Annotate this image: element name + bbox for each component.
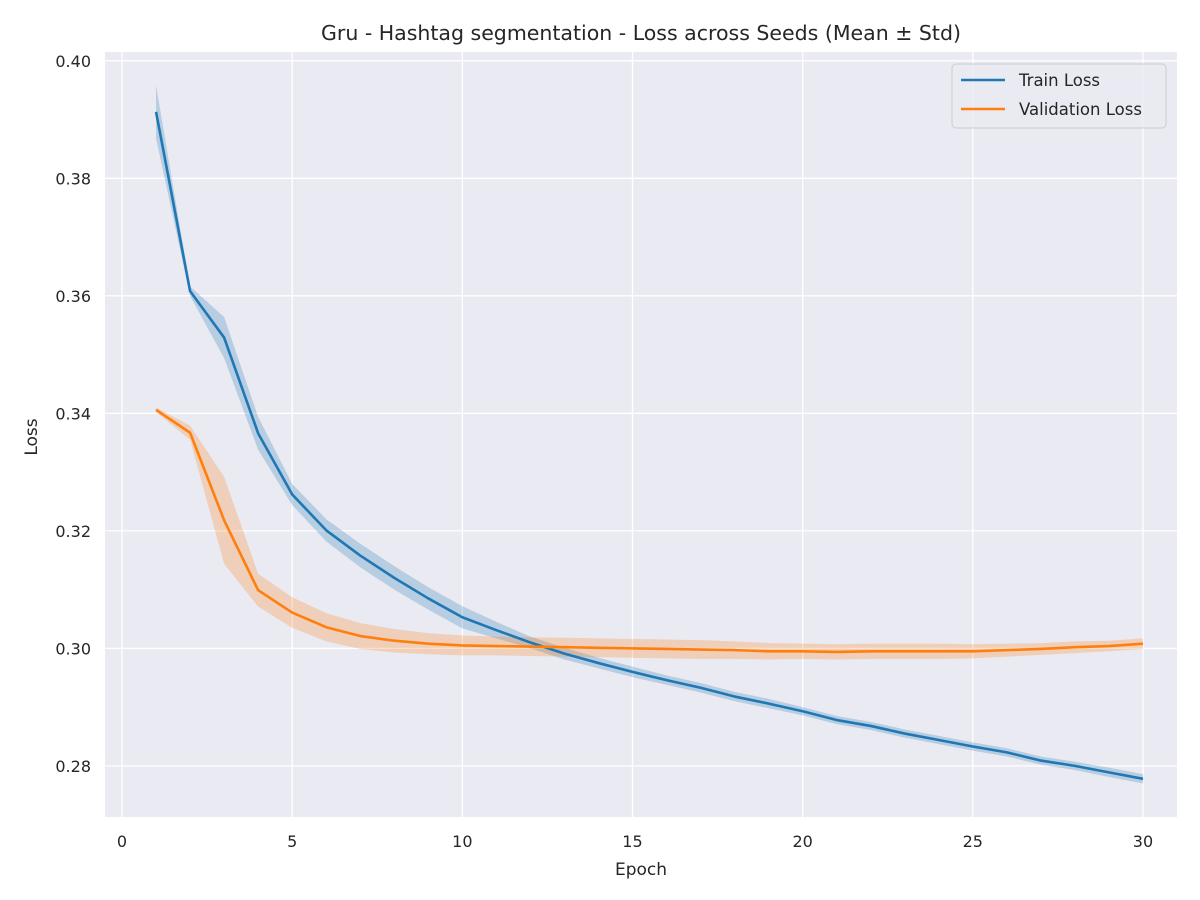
y-tick-label: 0.36	[55, 287, 91, 306]
plot-background	[105, 52, 1177, 817]
legend-frame	[951, 63, 1167, 129]
x-tick-label: 20	[792, 832, 812, 851]
x-tick-label: 15	[622, 832, 642, 851]
y-tick-label: 0.40	[55, 52, 91, 71]
y-tick-label: 0.32	[55, 522, 91, 541]
x-tick-label: 30	[1133, 832, 1153, 851]
x-tick-labels: 0 5 10 15 20 25 30	[117, 832, 1153, 851]
y-tick-label: 0.28	[55, 757, 91, 776]
y-gridlines	[105, 60, 1177, 767]
y-axis-label: Loss	[22, 418, 42, 455]
chart-title: Gru - Hashtag segmentation - Loss across…	[321, 21, 961, 45]
y-tick-labels: 0.28 0.30 0.32 0.34 0.36 0.38 0.40	[55, 52, 91, 776]
x-tick-label: 10	[452, 832, 472, 851]
legend-label-validation: Validation Loss	[1019, 100, 1142, 119]
legend-label-train: Train Loss	[1018, 71, 1100, 90]
y-tick-label: 0.34	[55, 404, 91, 423]
validation-loss-line	[155, 408, 1144, 654]
y-tick-label: 0.30	[55, 639, 91, 658]
x-tick-label: 5	[287, 832, 297, 851]
x-tick-label: 25	[963, 832, 983, 851]
mean-lines	[154, 111, 1144, 781]
x-gridlines	[121, 52, 1144, 817]
train-loss-line	[154, 111, 1144, 781]
legend: Train Loss Validation Loss	[951, 63, 1167, 129]
x-tick-label: 0	[117, 832, 127, 851]
y-tick-label: 0.38	[55, 169, 91, 188]
x-axis-label: Epoch	[615, 860, 667, 880]
